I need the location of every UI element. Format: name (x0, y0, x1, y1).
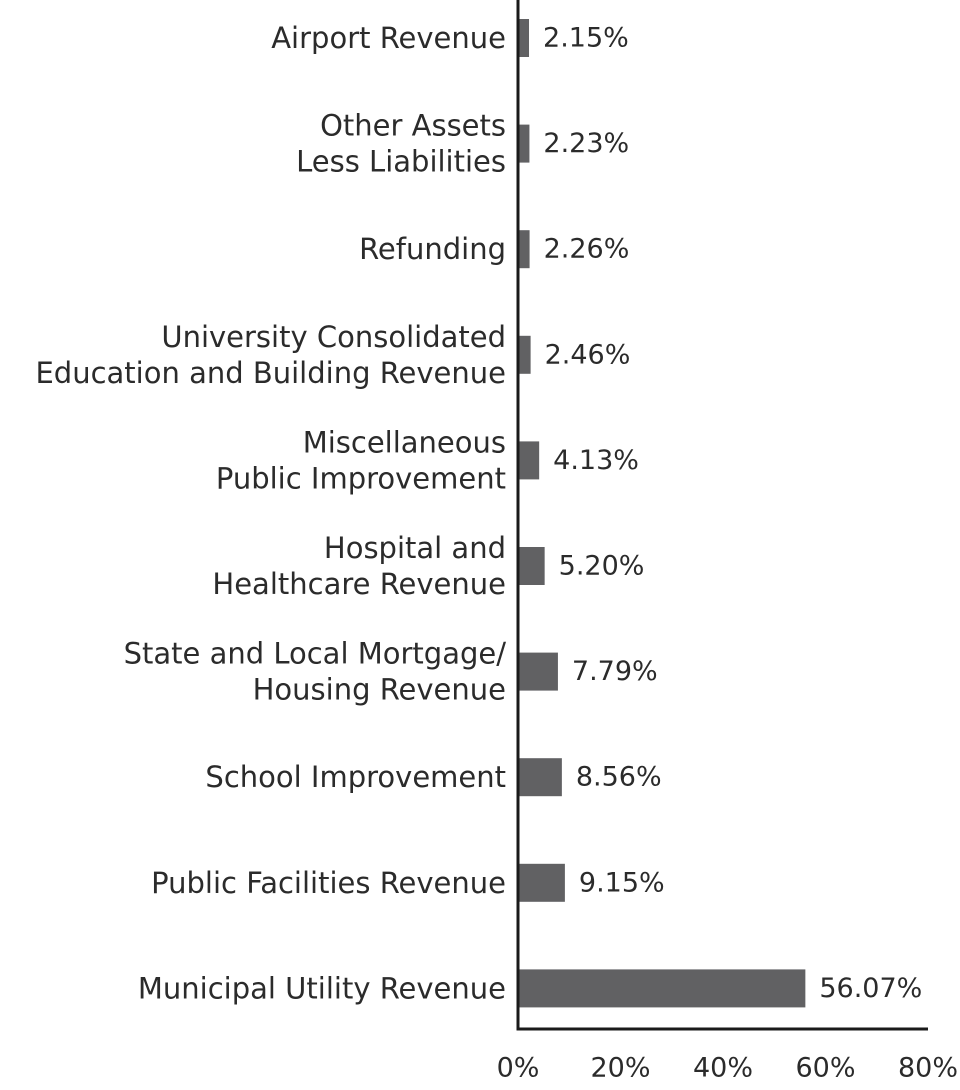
bar (518, 230, 530, 269)
category-label-line: Miscellaneous (303, 425, 506, 459)
category-label-line: Refunding (359, 232, 506, 266)
bar-value-label: 2.26% (544, 234, 630, 265)
category-label-line: Public Improvement (216, 461, 506, 495)
bar-value-label: 2.23% (543, 128, 629, 159)
bar (518, 335, 531, 374)
bar-value-label: 8.56% (576, 762, 662, 793)
category-label: University Consolidated Education and Bui… (35, 320, 506, 390)
category-label: Hospital and Healthcare Revenue (212, 531, 506, 601)
category-labels-group: Airport Revenue Other Assets Less Liabilit… (35, 21, 506, 1005)
category-label: Public Facilities Revenue (151, 866, 506, 900)
category-label: Airport Revenue (271, 21, 506, 55)
bar (518, 652, 558, 691)
bar (518, 124, 530, 163)
category-label: Municipal Utility Revenue (138, 971, 506, 1005)
bar (518, 441, 540, 480)
x-tick-label: 80% (898, 1053, 958, 1084)
bar-value-label: 4.13% (553, 445, 639, 476)
category-label: School Improvement (205, 760, 506, 794)
bar (518, 547, 545, 585)
x-tick-label: 0% (497, 1053, 540, 1084)
bar (518, 863, 565, 902)
category-label-line: Public Facilities Revenue (151, 866, 506, 900)
bar (518, 969, 806, 1008)
category-label-line: Less Liabilities (296, 145, 506, 179)
category-label: Refunding (359, 232, 506, 266)
bar-value-label: 9.15% (579, 867, 665, 898)
category-label-line: Other Assets (320, 109, 506, 143)
bar-value-label: 5.20% (559, 551, 645, 582)
x-tick-label: 20% (590, 1053, 650, 1084)
bar-value-label: 2.46% (545, 339, 631, 370)
x-tick-labels-group: 0% 20% 40% 60% 80% (497, 1053, 958, 1084)
bar-value-label: 2.15% (543, 23, 629, 54)
category-label: Miscellaneous Public Improvement (216, 425, 506, 495)
category-label-line: Healthcare Revenue (212, 567, 506, 601)
category-label-line: Hospital and (324, 531, 506, 565)
x-tick-label: 40% (693, 1053, 753, 1084)
category-label: State and Local Mortgage/Housing Revenue (124, 637, 507, 707)
bars-group (518, 19, 806, 1008)
category-label-line: Municipal Utility Revenue (138, 971, 506, 1005)
category-label-line: State and Local Mortgage/ (124, 637, 507, 671)
category-label: Other Assets Less Liabilities (296, 109, 506, 179)
category-label-line: Airport Revenue (271, 21, 506, 55)
category-label-line: School Improvement (205, 760, 506, 794)
category-label-line: Education and Building Revenue (35, 356, 506, 390)
x-tick-label: 60% (795, 1053, 855, 1084)
category-label-line: Housing Revenue (253, 673, 506, 707)
bar (518, 758, 562, 797)
bar-value-label: 56.07% (819, 973, 922, 1004)
category-label-line: University Consolidated (161, 320, 506, 354)
bar-value-label: 7.79% (572, 656, 658, 687)
bar (518, 19, 530, 57)
value-labels-group: 2.15% 2.23% 2.26% 2.46% 4.13% 5.20% 7.79% 8.56%… (543, 23, 922, 1004)
